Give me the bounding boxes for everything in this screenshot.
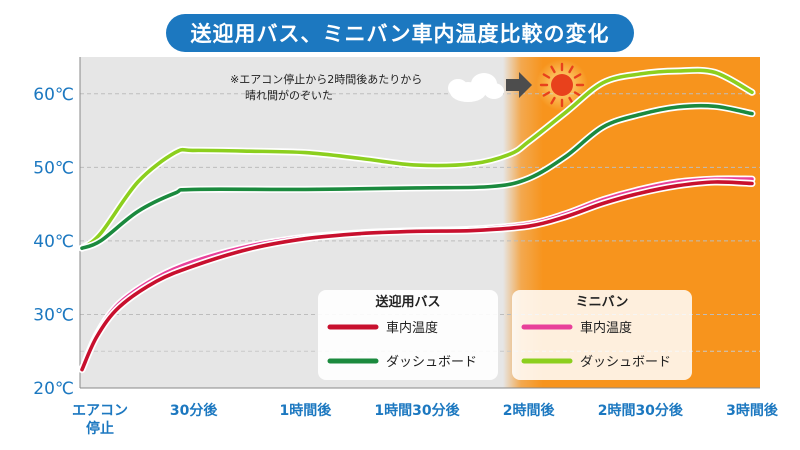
cloud-icon	[448, 73, 504, 102]
x-tick-label-cont: 停止	[86, 420, 114, 437]
bus-dashboard-line	[80, 103, 754, 250]
legend-minivan: ミニバン 車内温度 ダッシュボード	[512, 290, 692, 380]
y-tick-label: 30℃	[33, 305, 74, 325]
legend-bus-dashboard-label: ダッシュボード	[386, 355, 477, 370]
x-tick-label: エアコン	[72, 403, 128, 419]
series-lines	[78, 66, 756, 374]
legend-minivan-interior-label: 車内温度	[580, 320, 632, 336]
sun-ray	[573, 91, 582, 97]
legend-bus-title: 送迎用バス	[374, 294, 440, 310]
chart-title: 送迎用バス、ミニバン車内温度比較の変化	[166, 14, 634, 52]
minivan-dashboard-line	[80, 68, 754, 250]
sun-ray	[550, 65, 556, 74]
annotation-line2: 晴れ間がのぞいた	[245, 88, 333, 102]
bus-interior-line	[80, 180, 754, 372]
arrow-right-icon	[506, 72, 532, 98]
y-tick-label: 50℃	[33, 158, 74, 178]
x-tick-label: 30分後	[170, 402, 218, 419]
sun-icon	[536, 59, 588, 111]
y-tick-label: 20℃	[33, 379, 74, 399]
sun-ray	[568, 96, 574, 105]
legend-minivan-dashboard-label: ダッシュボード	[580, 355, 671, 370]
sun-ray	[542, 91, 551, 97]
x-tick-label: 3時間後	[726, 402, 779, 419]
x-tick-label: 1時間30分後	[374, 402, 460, 419]
sun-ray	[542, 73, 551, 79]
sun-ray	[568, 65, 574, 74]
legend-minivan-title: ミニバン	[576, 295, 629, 310]
y-tick-label: 60℃	[33, 85, 74, 105]
y-axis: 20℃ 30℃ 40℃ 50℃ 60℃	[33, 57, 81, 399]
x-axis: エアコン停止 30分後 1時間後 1時間30分後 2時間後 2時間30分後 3時間後	[72, 387, 779, 437]
y-tick-label: 40℃	[33, 232, 74, 252]
annotation: ※エアコン停止から2時間後あたりから 晴れ間がのぞいた	[230, 59, 588, 111]
sun-body	[551, 74, 573, 96]
legend-bus: 送迎用バス 車内温度 ダッシュボード	[318, 290, 498, 380]
x-tick-label: 2時間後	[503, 402, 556, 419]
legend-bus-interior-label: 車内温度	[386, 320, 438, 336]
annotation-line1: ※エアコン停止から2時間後あたりから	[230, 72, 422, 86]
sun-ray	[573, 73, 582, 79]
x-tick-label: 2時間30分後	[598, 402, 684, 419]
sun-ray	[550, 96, 556, 105]
x-tick-label: 1時間後	[279, 402, 332, 419]
